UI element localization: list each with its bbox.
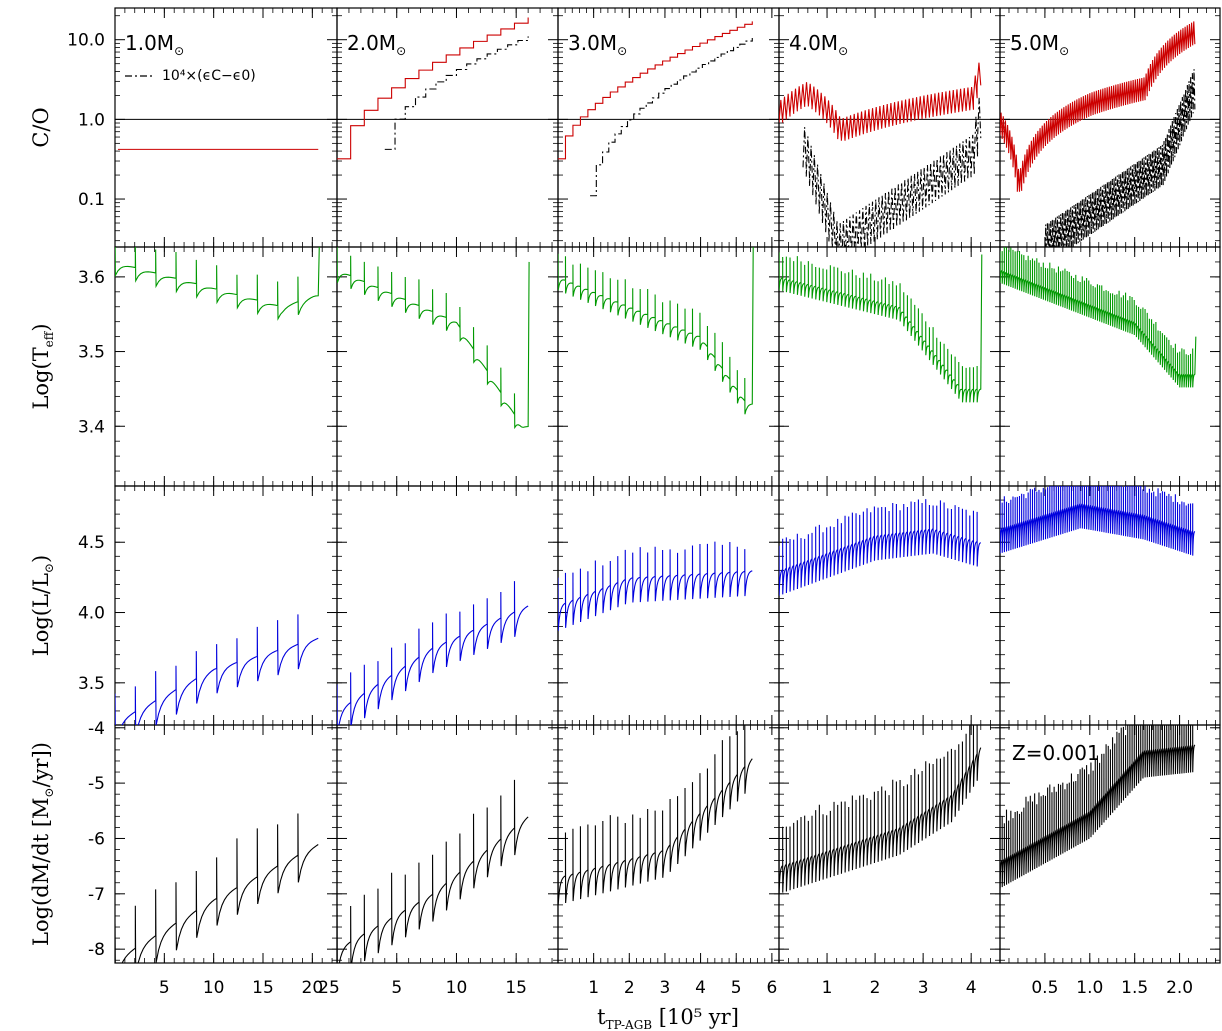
y-tick-label: 10.0 — [67, 31, 105, 51]
x-tick-label: 4 — [966, 978, 977, 998]
x-tick-label: 3 — [660, 978, 671, 998]
luminosity-line — [779, 499, 981, 596]
mass-label: 4.0M⊙ — [789, 31, 848, 58]
panel-frame — [557, 724, 780, 964]
x-axis-label: tTP-AGB [10⁵ yr] — [597, 1005, 739, 1031]
y-tick-label: -4 — [88, 719, 105, 739]
y-tick-label: -8 — [88, 940, 105, 960]
x-tick-label: 10 — [446, 978, 468, 998]
x-tick-label: 3 — [918, 978, 929, 998]
y-tick-label: 4.0 — [78, 604, 105, 624]
teff-line — [115, 247, 320, 321]
y-tick-label: -5 — [88, 774, 105, 794]
y-tick-label: 1.0 — [78, 110, 105, 130]
y-axis-label: C/O — [29, 107, 53, 147]
panel-frame — [336, 724, 559, 964]
mass-loss-line — [337, 779, 529, 963]
mass-label: 2.0M⊙ — [347, 31, 406, 58]
teff-line — [779, 252, 983, 403]
abundance-difference-line — [384, 36, 529, 150]
x-tick-label: 1 — [822, 978, 833, 998]
abundance-difference-line — [802, 97, 982, 247]
y-tick-label: 0.1 — [78, 190, 105, 210]
panel-frame — [336, 246, 559, 487]
y-tick-label: -6 — [88, 829, 105, 849]
x-tick-label: 5 — [731, 978, 742, 998]
panel-frame — [336, 485, 559, 726]
x-tick-label: 5 — [391, 978, 402, 998]
luminosity-line — [558, 541, 753, 631]
panel-frame — [114, 246, 338, 487]
x-tick-label: 2 — [624, 978, 635, 998]
co-ratio-line — [558, 21, 753, 160]
mass-loss-line — [779, 725, 982, 894]
panel-frame — [557, 485, 780, 726]
y-axis-label: Log(Teff) — [29, 323, 56, 409]
x-tick-label: 5 — [159, 978, 170, 998]
luminosity-line — [115, 614, 319, 725]
x-tick-label: 10 — [203, 978, 225, 998]
mass-label: 3.0M⊙ — [568, 31, 627, 58]
x-tick-label: 20 — [302, 978, 324, 998]
y-axis-label: Log(dM/dt [M⊙/yr]) — [29, 742, 56, 946]
x-tick-label: 2 — [870, 978, 881, 998]
x-tick-label: 0.5 — [1031, 978, 1058, 998]
x-tick-label: 1.5 — [1121, 978, 1148, 998]
mass-loss-line — [115, 813, 319, 963]
luminosity-line — [1000, 486, 1196, 556]
teff-line — [1000, 247, 1197, 388]
x-tick-label: 6 — [766, 978, 777, 998]
panel-frame — [557, 246, 780, 487]
x-tick-label: 1.0 — [1076, 978, 1103, 998]
co-ratio-line — [337, 17, 529, 160]
axes-labels: 0.1 1.0 10.0 3.4 3.5 3.6 3.5 4.0 4.5 -8 -7 -6 -5 -4 5 1… — [29, 31, 1193, 1031]
mass-label: 1.0M⊙ — [125, 31, 184, 58]
x-tick-label: 1 — [588, 978, 599, 998]
co-ratio-line — [1000, 21, 1196, 192]
x-tick-label: 25 — [318, 978, 340, 998]
y-tick-label: -7 — [88, 885, 105, 905]
y-tick-label: 3.5 — [78, 343, 105, 363]
panel-frame — [114, 485, 338, 726]
y-tick-label: 3.6 — [78, 268, 105, 288]
x-tick-label: 15 — [252, 978, 274, 998]
mass-label: 5.0M⊙ — [1010, 31, 1069, 58]
metallicity-label: Z=0.001 — [1012, 741, 1100, 765]
teff-line — [337, 247, 530, 430]
y-axis-label: Log(L/L⊙) — [29, 555, 56, 656]
y-tick-label: 3.5 — [78, 674, 105, 694]
luminosity-line — [337, 581, 529, 725]
mass-loss-line — [558, 725, 753, 905]
x-tick-label: 15 — [505, 978, 527, 998]
co-ratio-line — [779, 62, 982, 141]
abundance-difference-line — [590, 38, 753, 197]
panel-grid — [114, 7, 1221, 964]
mass-loss-line — [1000, 725, 1196, 889]
x-tick-label: 4 — [695, 978, 706, 998]
legend-label: 10⁴×(ϵC−ϵ0) — [162, 68, 256, 84]
y-tick-label: 4.5 — [78, 533, 105, 553]
y-tick-label: 3.4 — [78, 417, 105, 437]
x-tick-label: 2.0 — [1166, 978, 1193, 998]
panel-frame — [114, 724, 338, 964]
teff-line — [558, 247, 754, 415]
